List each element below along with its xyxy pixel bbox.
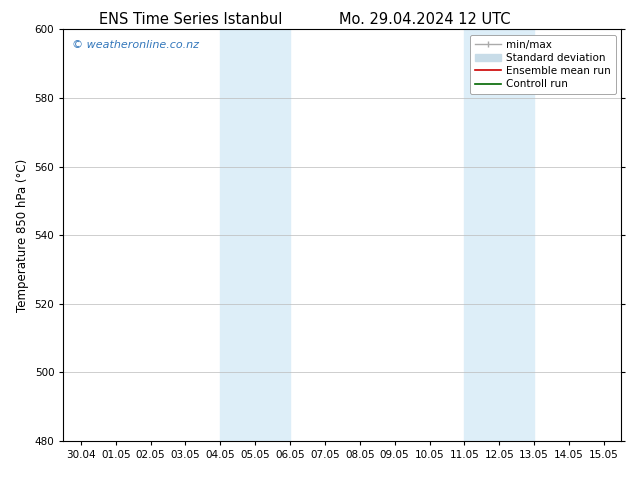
Y-axis label: Temperature 850 hPa (°C): Temperature 850 hPa (°C) — [16, 159, 29, 312]
Text: © weatheronline.co.nz: © weatheronline.co.nz — [72, 40, 199, 49]
Legend: min/max, Standard deviation, Ensemble mean run, Controll run: min/max, Standard deviation, Ensemble me… — [470, 35, 616, 95]
Text: Mo. 29.04.2024 12 UTC: Mo. 29.04.2024 12 UTC — [339, 12, 510, 27]
Text: ENS Time Series Istanbul: ENS Time Series Istanbul — [98, 12, 282, 27]
Bar — [464, 29, 534, 441]
Bar — [221, 29, 290, 441]
